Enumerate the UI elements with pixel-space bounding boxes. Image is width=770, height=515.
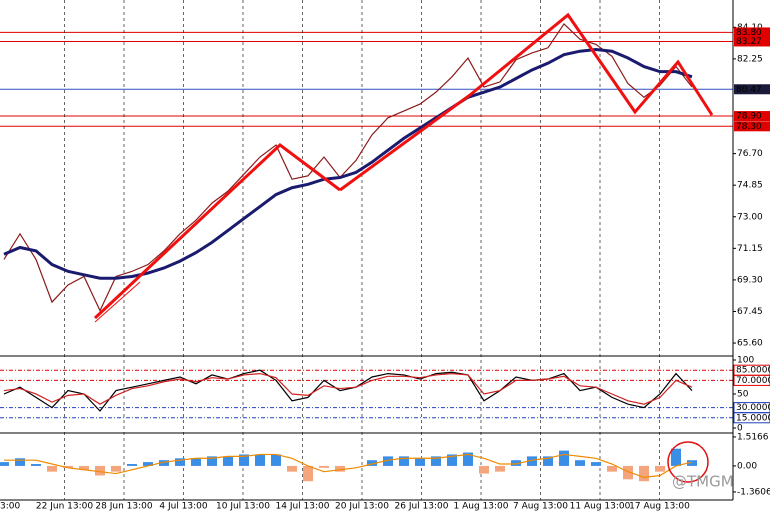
histogram-bar [671,448,681,466]
level-label: 30.0000 [736,403,770,413]
histogram-bar [191,458,201,466]
histogram-bar [367,460,377,466]
histogram-bar [687,460,697,466]
level-label-box [734,84,770,95]
plot-background [0,0,733,500]
level-label: 85.0000 [736,366,770,376]
histogram-bar [287,465,297,472]
x-tick-label: 26 Jul 13:00 [395,502,449,512]
trend-line [94,281,141,323]
y-tick-label: 100 [737,355,754,365]
histogram-bar [335,465,345,472]
series-line [3,47,693,280]
level-label-box [734,27,770,38]
histogram-bar [255,454,265,466]
histogram-bar [127,464,137,466]
histogram-bar [527,456,537,466]
histogram-bar [559,450,569,466]
level-label: 78.90 [736,112,762,122]
level-label: 80.47 [736,85,762,95]
histogram-bar [31,464,41,466]
histogram-bar [463,452,473,466]
x-tick-label: 20 Jul 13:00 [335,502,389,512]
histogram-bar [319,465,329,468]
y-tick-label: 73.00 [737,212,763,222]
y-tick-label: 74.85 [737,181,763,191]
x-tick-label: 22 Jun 13:00 [36,502,93,512]
y-tick-label: 50 [737,389,749,399]
histogram-bar [655,465,665,472]
level-label-box [733,374,770,386]
histogram-bar [415,458,425,466]
y-tick-label: 76.70 [737,149,763,159]
histogram-bar [303,465,313,482]
y-tick-label: 0 [737,423,743,433]
watermark: @TMGM [672,473,734,491]
histogram-bar [63,465,73,468]
x-tick-label: 17 Aug 13:00 [629,502,690,512]
x-tick-label: 28 Jun 13:00 [95,502,152,512]
y-tick-label: -1.3606 [737,487,770,497]
histogram-bar [271,454,281,466]
histogram-bar [575,460,585,466]
series-line [4,453,693,479]
x-tick-label: 11 Aug 13:00 [570,502,631,512]
x-tick-label: 10 Jul 13:00 [216,502,270,512]
x-tick-label: 3:00 [0,502,20,512]
histogram-bar [543,456,553,466]
x-tick-label: 7 Aug 13:00 [513,502,568,512]
series-line [3,369,693,412]
histogram-bar [239,454,249,466]
histogram-bar [479,465,489,474]
histogram-bar [207,456,217,466]
y-tick-label: 1.5166 [737,432,769,442]
level-label: 15.0000 [736,413,770,423]
level-label-box [734,121,770,132]
histogram-bar [47,465,57,472]
histogram-bar [223,456,233,466]
histogram-bar [159,460,169,466]
arrow [93,143,341,320]
arrow [339,12,714,192]
histogram-bar [79,465,89,470]
level-label-box [733,412,770,424]
histogram-bar [447,454,457,466]
histogram-bar [383,456,393,466]
level-label: 83.80 [736,28,762,38]
series-line [3,22,693,313]
level-label-box [734,36,770,47]
series-line [3,372,693,405]
x-tick-label: 4 Jul 13:00 [159,502,208,512]
histogram-bar [143,462,153,466]
x-tick-label: 14 Jul 13:00 [276,502,330,512]
y-tick-label: 0.00 [737,461,757,471]
level-label: 70.0000 [736,376,770,386]
level-label: 83.27 [736,37,762,47]
histogram-bar [431,456,441,466]
histogram-bar [175,458,185,466]
histogram-bar [15,458,25,466]
histogram-bar [111,465,121,472]
x-tick-label: 1 Aug 13:00 [454,502,509,512]
y-tick-label: 67.45 [737,307,763,317]
histogram-bar [607,465,617,472]
y-tick-label: 69.30 [737,275,763,285]
highlight-circle [667,441,709,483]
level-label: 78.30 [736,122,762,132]
annotation-arrows [93,12,714,323]
y-tick-label: 82.25 [737,54,763,64]
y-tick-label: 65.60 [737,339,763,349]
histogram-bar [591,462,601,466]
histogram-bar [495,465,505,472]
histogram-bar [95,465,105,476]
histogram-bar [0,462,9,466]
level-label-box [734,111,770,122]
histogram-bar [623,465,633,480]
histogram-bar [639,465,649,482]
histogram-bar [511,460,521,466]
y-tick-label: 71.15 [737,244,763,254]
histogram-bar [399,456,409,466]
